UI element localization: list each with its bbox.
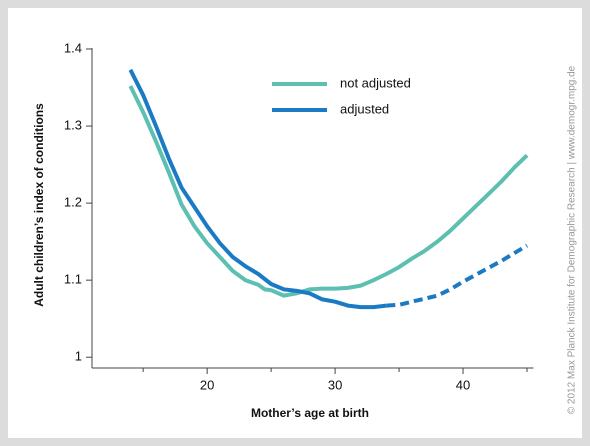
y-tick-label: 1 bbox=[75, 349, 82, 364]
x-tick-label: 20 bbox=[200, 377, 214, 392]
y-tick-label: 1.1 bbox=[64, 272, 82, 287]
y-axis-label: Adult children’s index of conditions bbox=[32, 103, 46, 307]
x-tick-label: 30 bbox=[328, 377, 342, 392]
panel bbox=[8, 8, 582, 438]
series-line bbox=[128, 68, 387, 310]
legend-label: adjusted bbox=[340, 101, 389, 116]
series-line bbox=[128, 85, 529, 298]
x-tick-label: 40 bbox=[456, 377, 470, 392]
y-tick-label: 1.3 bbox=[64, 117, 82, 132]
y-tick-label: 1.4 bbox=[64, 40, 82, 55]
x-axis-label: Mother’s age at birth bbox=[251, 406, 369, 420]
legend-label: not adjusted bbox=[340, 75, 411, 90]
credit: © 2012 Max Planck Institute for Demograp… bbox=[567, 65, 578, 414]
y-tick-label: 1.2 bbox=[64, 195, 82, 210]
series-line-dashed bbox=[386, 243, 529, 308]
